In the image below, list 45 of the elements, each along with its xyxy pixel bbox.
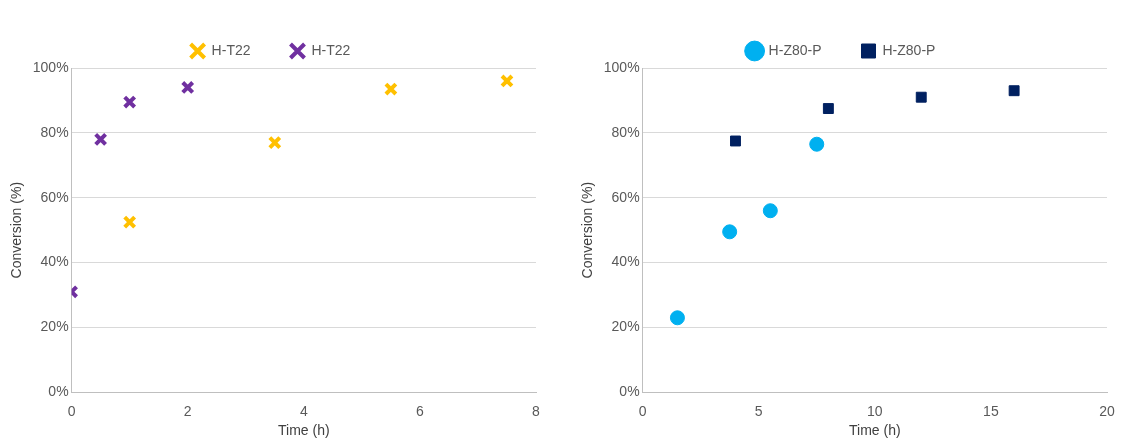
y-tick-label: 0% — [48, 383, 69, 400]
y-tick-label: 80% — [611, 123, 640, 140]
x-axis-title: Time (h) — [278, 422, 330, 439]
x-tick-label: 0 — [67, 402, 76, 419]
x-tick-label: 8 — [532, 402, 541, 419]
point — [809, 136, 825, 152]
y-tick-label: 100% — [32, 58, 69, 75]
point — [180, 80, 195, 95]
y-tick-label: 20% — [40, 318, 69, 335]
y-tick-label: 0% — [619, 383, 640, 400]
legend-label: H-T22 — [211, 41, 251, 58]
point — [122, 215, 137, 230]
x-tick-label: 6 — [416, 402, 424, 419]
x-axis-title: Time (h) — [849, 422, 901, 439]
x-tick-label: 20 — [1099, 402, 1115, 419]
point — [93, 132, 108, 147]
point — [730, 135, 741, 147]
legend-label: H-Z80-P — [882, 41, 936, 58]
y-axis-title: Conversion (%) — [8, 181, 25, 279]
x-tick-label: 10 — [867, 402, 883, 419]
point — [1008, 85, 1020, 97]
y-tick-label: 20% — [611, 318, 640, 335]
x-tick-label: 0 — [638, 402, 647, 419]
x-tick-label: 5 — [754, 402, 763, 419]
point — [822, 103, 834, 114]
point — [383, 82, 398, 97]
legend-label: H-T22 — [311, 41, 351, 58]
y-tick-label: 40% — [611, 253, 640, 270]
point — [722, 224, 738, 240]
point — [762, 203, 778, 219]
x-tick-label: 15 — [983, 402, 999, 419]
y-tick-label: 60% — [611, 188, 640, 205]
y-tick-label: 60% — [40, 188, 69, 205]
x-tick-label: 4 — [299, 402, 308, 419]
point — [500, 74, 514, 88]
y-axis-title: Conversion (%) — [579, 181, 596, 279]
y-tick-label: 80% — [40, 123, 69, 140]
point — [915, 91, 927, 103]
point — [669, 310, 685, 326]
point — [122, 95, 137, 110]
y-tick-label: 40% — [40, 253, 69, 270]
x-tick-label: 2 — [183, 402, 192, 419]
y-tick-label: 100% — [603, 58, 640, 75]
legend-label: H-Z80-P — [768, 41, 822, 58]
point — [267, 135, 282, 150]
